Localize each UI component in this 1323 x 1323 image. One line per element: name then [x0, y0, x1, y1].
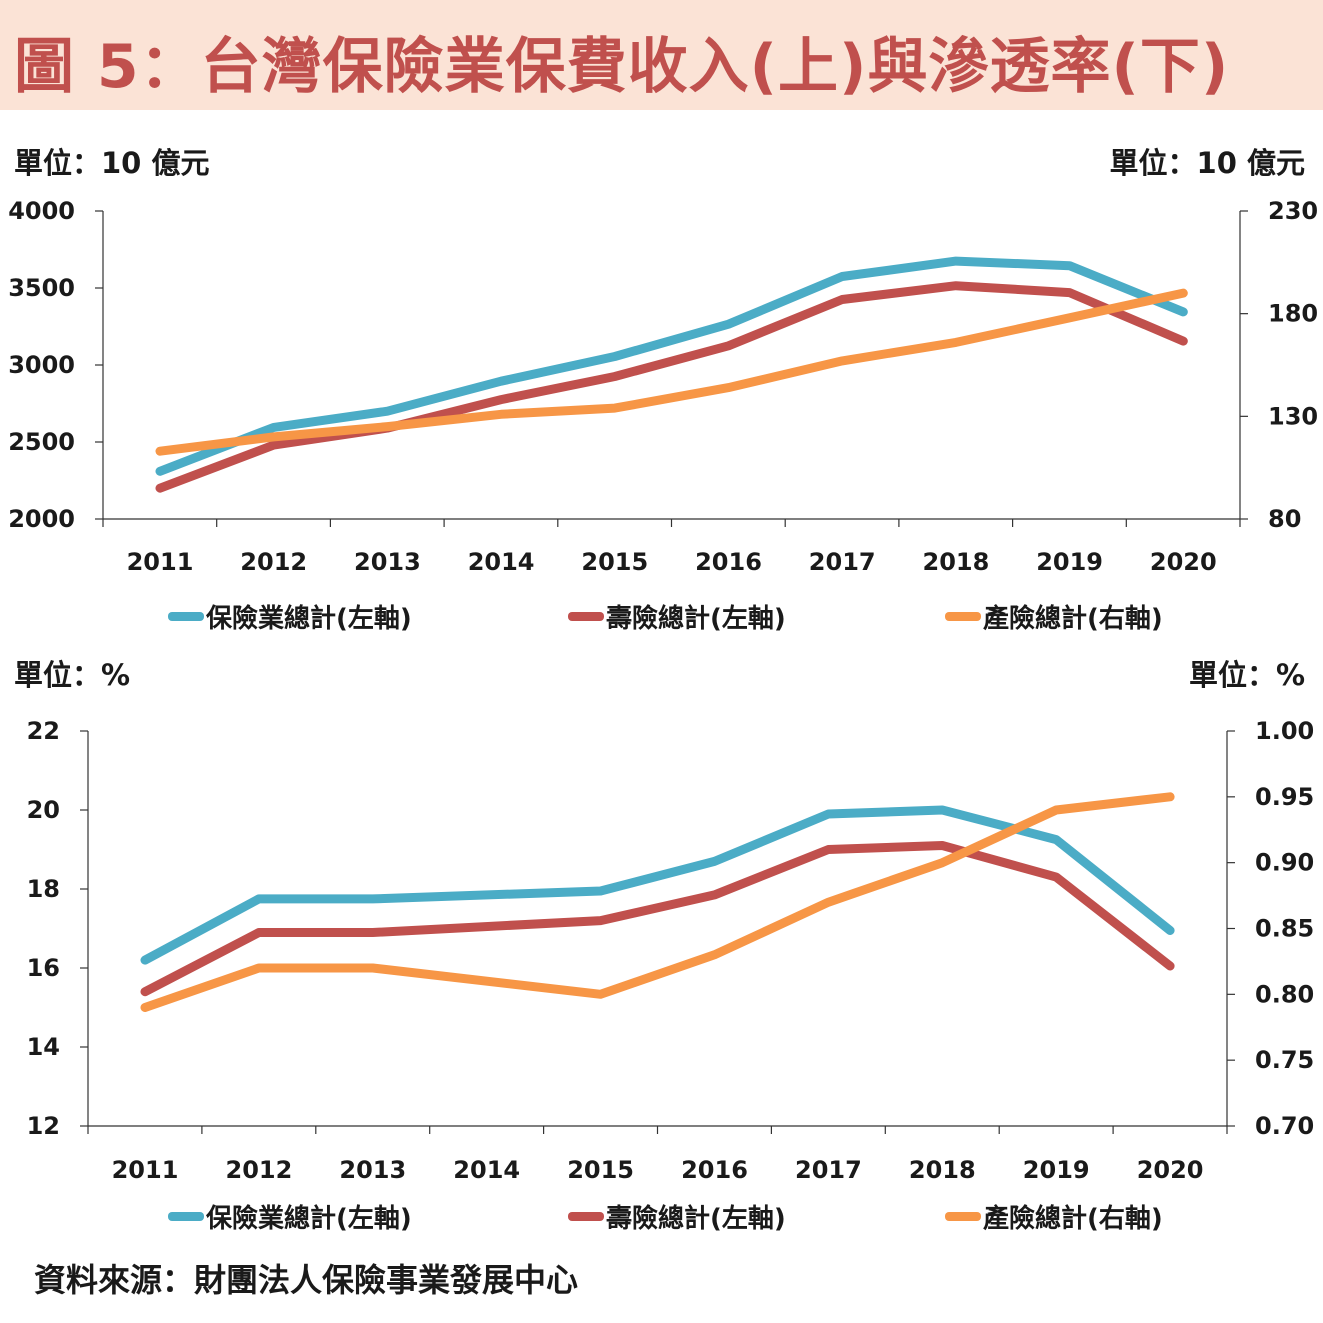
y-right-tick-label: 80	[1268, 505, 1301, 533]
legend-swatch-life	[568, 612, 604, 621]
legend-label-life: 壽險總計(左軸)	[606, 1204, 786, 1234]
figure-title: 圖 5：台灣保險業保費收入(上)與滲透率(下)	[14, 32, 1230, 102]
top-unit-left: 單位：10 億元	[14, 146, 210, 180]
top-unit-right: 單位：10 億元	[1109, 146, 1305, 180]
x-tick-label: 2015	[567, 1156, 634, 1184]
x-tick-label: 2011	[112, 1156, 179, 1184]
legend-swatch-nonlife	[945, 1212, 981, 1221]
y-right-tick-label: 0.80	[1255, 980, 1314, 1008]
x-tick-label: 2016	[681, 1156, 748, 1184]
penetration-rate-chart: 2011 2012 2013 2014 2015 2016 2017 2018 2019 2020…	[27, 717, 1315, 1184]
title-banner: 圖 5：台灣保險業保費收入(上)與滲透率(下)	[0, 0, 1323, 110]
bottom-unit-left: 單位：%	[14, 658, 131, 692]
data-source: 資料來源：財團法人保險事業發展中心	[34, 1261, 579, 1299]
y-left-tick-label: 4000	[8, 197, 75, 225]
legend-swatch-total	[168, 1212, 204, 1221]
premium-income-chart: 2011 2012 2013 2014 2015 2016 2017 2018 2019 2020…	[8, 197, 1318, 576]
series-line-total	[155, 256, 1188, 476]
y-left-tick-label: 18	[27, 875, 60, 903]
legend-label-total: 保險業總計(左軸)	[206, 1204, 412, 1234]
y-right-tick-label: 0.95	[1255, 783, 1314, 811]
top-legend-nonlife: 產險總計(右軸)	[945, 598, 1163, 635]
legend-label-nonlife: 產險總計(右軸)	[983, 604, 1163, 634]
x-tick-label: 2016	[695, 548, 762, 576]
y-left-tick-label: 22	[27, 717, 60, 745]
y-right-tick-label: 0.70	[1255, 1112, 1314, 1140]
x-tick-label: 2011	[127, 548, 194, 576]
legend-label-total: 保險業總計(左軸)	[206, 604, 412, 634]
x-tick-label: 2014	[453, 1156, 520, 1184]
y-right-tick-label: 0.85	[1255, 915, 1314, 943]
x-tick-label: 2017	[795, 1156, 862, 1184]
x-tick-label: 2019	[1023, 1156, 1090, 1184]
series-line-nonlife	[155, 288, 1188, 456]
legend-swatch-life	[568, 1212, 604, 1221]
series-line-life	[140, 841, 1175, 997]
legend-swatch-nonlife	[945, 612, 981, 621]
y-left-tick-label: 20	[27, 796, 60, 824]
y-left-tick-label: 14	[27, 1033, 60, 1061]
bottom-legend-nonlife: 產險總計(右軸)	[945, 1198, 1163, 1235]
y-right-tick-label: 130	[1268, 402, 1318, 430]
y-left-tick-label: 3000	[8, 351, 75, 379]
y-right-tick-label: 230	[1268, 197, 1318, 225]
top-legend-life: 壽險總計(左軸)	[568, 598, 786, 635]
x-tick-label: 2018	[909, 1156, 976, 1184]
x-tick-label: 2013	[339, 1156, 406, 1184]
bottom-legend-total: 保險業總計(左軸)	[168, 1198, 412, 1235]
y-left-tick-label: 2500	[8, 428, 75, 456]
legend-swatch-total	[168, 612, 204, 621]
y-left-tick-label: 12	[27, 1112, 60, 1140]
x-tick-label: 2015	[581, 548, 648, 576]
y-right-tick-label: 0.90	[1255, 849, 1314, 877]
y-left-tick-label: 2000	[8, 505, 75, 533]
x-tick-label: 2017	[809, 548, 876, 576]
x-tick-label: 2012	[240, 548, 307, 576]
y-right-tick-label: 1.00	[1255, 717, 1314, 745]
bottom-legend-life: 壽險總計(左軸)	[568, 1198, 786, 1235]
legend-label-nonlife: 產險總計(右軸)	[983, 1204, 1163, 1234]
y-right-tick-label: 180	[1268, 300, 1318, 328]
top-legend-total: 保險業總計(左軸)	[168, 598, 412, 635]
y-left-tick-label: 16	[27, 954, 60, 982]
series-line-nonlife	[140, 792, 1175, 1012]
bottom-unit-right: 單位：%	[1188, 658, 1305, 692]
x-tick-label: 2013	[354, 548, 421, 576]
x-tick-label: 2020	[1150, 548, 1217, 576]
x-tick-label: 2012	[226, 1156, 293, 1184]
y-right-tick-label: 0.75	[1255, 1046, 1314, 1074]
x-tick-label: 2020	[1137, 1156, 1204, 1184]
x-tick-label: 2018	[923, 548, 990, 576]
series-line-life	[155, 281, 1188, 493]
y-left-tick-label: 3500	[8, 274, 75, 302]
x-tick-label: 2014	[468, 548, 535, 576]
legend-label-life: 壽險總計(左軸)	[606, 604, 786, 634]
x-tick-label: 2019	[1036, 548, 1103, 576]
